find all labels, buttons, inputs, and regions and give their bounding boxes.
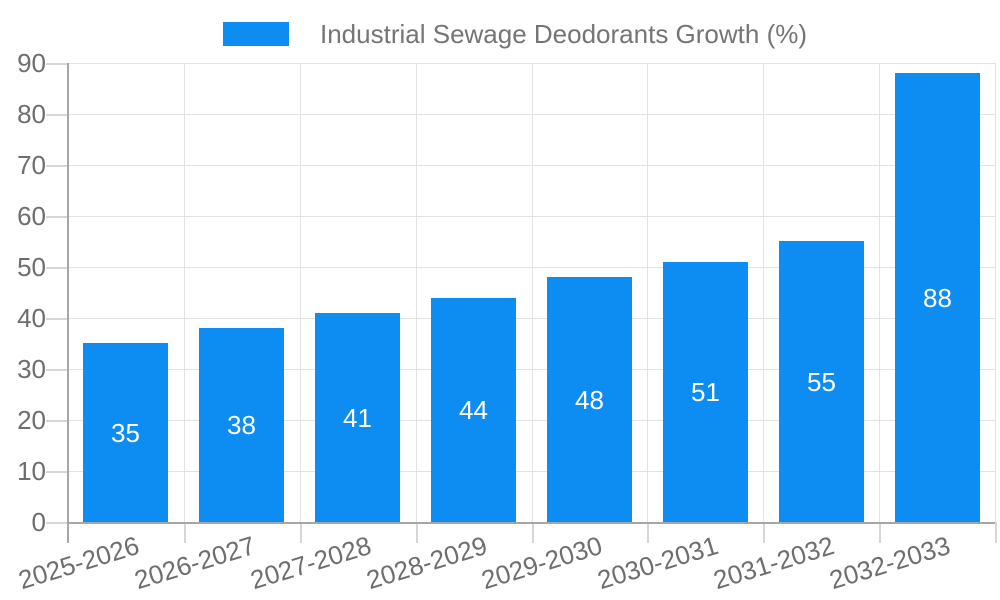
x-tick-label: 2030-2031 [593,530,722,596]
gridline-vertical [300,63,301,522]
x-tick-label: 2031-2032 [709,530,838,596]
gridline-horizontal [68,471,995,472]
x-axis-tick [647,522,649,543]
y-tick-label: 90 [17,48,46,78]
y-axis-tick [46,216,68,218]
gridline-horizontal [68,216,995,217]
y-axis-tick [46,369,68,371]
bar-2025-2026[interactable]: 35 [83,343,168,522]
y-tick-label: 20 [17,405,46,435]
chart-legend[interactable]: Industrial Sewage Deodorants Growth (%) [223,20,807,49]
gridline-horizontal [68,267,995,268]
y-axis-tick [46,471,68,473]
legend-label[interactable]: Industrial Sewage Deodorants Growth (%) [320,19,808,49]
bar-value-label: 51 [691,377,720,407]
y-tick-label: 80 [17,99,46,129]
gridline-horizontal [68,114,995,115]
x-axis-tick [416,522,418,543]
gridline-horizontal [68,420,995,421]
gridline-horizontal [68,165,995,166]
bar-2027-2028[interactable]: 41 [315,313,400,522]
y-tick-label: 30 [17,354,46,384]
x-axis-tick [532,522,534,543]
bar-2026-2027[interactable]: 38 [199,328,284,522]
x-axis-tick [995,522,997,543]
bar-value-label: 48 [575,384,604,415]
gridline-horizontal [68,318,995,319]
x-tick-label: 2032-2033 [825,530,954,596]
x-axis-tick [763,522,765,543]
y-axis-tick [46,63,68,65]
bar-2028-2029[interactable]: 44 [431,298,516,522]
x-tick-label: 2028-2029 [362,530,491,596]
bar-value-label: 55 [807,366,836,397]
x-axis-line [68,522,995,524]
bar-value-label: 41 [343,402,372,433]
y-axis-tick [46,420,68,422]
x-axis-tick [300,522,302,543]
x-tick-label: 2029-2030 [477,530,606,596]
gridline-horizontal [68,369,995,370]
y-axis-tick [46,267,68,269]
y-tick-label: 40 [17,303,46,333]
y-tick-label: 10 [17,456,46,486]
gridline-vertical [647,63,648,522]
x-tick-label: 2027-2028 [246,530,375,596]
gridline-vertical [763,63,764,522]
y-axis-tick [46,114,68,116]
legend-swatch-icon[interactable] [223,22,289,47]
y-tick-label: 50 [17,252,46,282]
bar-2032-2033[interactable]: 88 [895,73,980,522]
bar-value-label: 44 [459,395,488,425]
x-axis-tick [879,522,881,543]
bar-2029-2030[interactable]: 48 [547,277,632,522]
y-axis-tick [46,318,68,320]
x-tick-label: 2026-2027 [130,530,259,596]
y-tick-label: 0 [31,507,46,537]
bar-2031-2032[interactable]: 55 [779,241,864,522]
bar-value-label: 35 [111,417,140,448]
x-axis-tick [184,522,186,543]
y-axis-tick [46,165,68,167]
bar-2030-2031[interactable]: 51 [663,262,748,522]
bar-value-label: 38 [227,410,256,440]
bar-value-label: 88 [923,282,952,313]
y-axis-tick [46,522,68,524]
y-tick-label: 60 [17,201,46,231]
y-axis-line [67,63,69,543]
gridline-vertical [879,63,880,522]
gridline-vertical [416,63,417,522]
gridline-vertical [995,63,996,522]
gridline-horizontal [68,63,995,64]
gridline-vertical [184,63,185,522]
x-tick-label: 2025-2026 [14,530,143,596]
gridline-vertical [532,63,533,522]
y-tick-label: 70 [17,150,46,180]
